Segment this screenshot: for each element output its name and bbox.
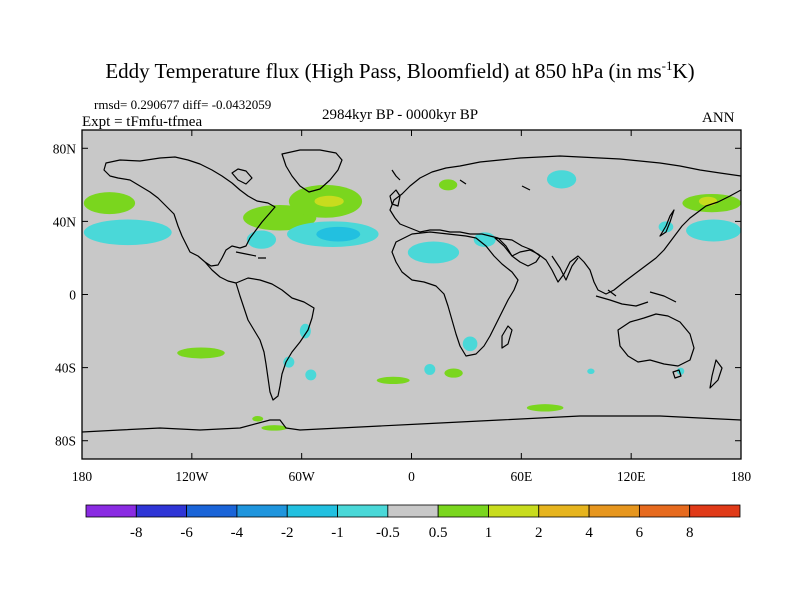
colorbar-label: -8: [130, 525, 143, 541]
rmsd-diff-stats: rmsd= 0.290677 diff= -0.0432059: [94, 97, 272, 112]
coast-uk: [389, 189, 401, 207]
experiment-label: Expt = tFmfu-tfmea: [82, 114, 203, 130]
colorbar-swatch: [135, 504, 188, 518]
colorbar-swatch: [387, 504, 439, 518]
coast-antarctica: [82, 415, 741, 433]
coast-hudson-bay: [231, 168, 253, 185]
colorbar-label: 0.5: [429, 525, 448, 541]
colorbar-label: 6: [636, 525, 644, 541]
colorbar-swatch: [85, 504, 137, 518]
y-tick-label: 80S: [55, 434, 76, 449]
colorbar-label: 8: [686, 525, 694, 541]
y-tick-label: 40S: [55, 361, 76, 376]
colorbar-swatch: [236, 504, 288, 518]
x-tick-label: 120W: [175, 469, 208, 484]
x-tick-label: 180: [731, 469, 752, 484]
coast-south-america: [235, 277, 315, 401]
colorbar-label: -4: [231, 525, 244, 541]
coast-central-america: [204, 261, 237, 284]
y-tick-label: 0: [69, 288, 76, 303]
colorbar-label: -1: [331, 525, 344, 541]
colorbar-swatch: [689, 504, 741, 518]
colorbar-label: 4: [585, 525, 593, 541]
region-west-atlantic-negative: [246, 230, 277, 249]
region-southern-ocean-positive: [526, 404, 564, 412]
axes: 180 120W 60W 0 60E 120E 180 80N 40N 0 40S 80S: [53, 130, 752, 484]
coast-greenland: [281, 149, 343, 193]
colorbar-label: 1: [485, 525, 493, 541]
region-north-africa-negative: [407, 241, 460, 264]
coast-arabia: [494, 237, 541, 267]
coast-tasmania: [672, 369, 682, 379]
region-south-indian-small-negative: [587, 368, 595, 375]
region-south-africa-negative: [462, 336, 478, 352]
region-north-west-pacific-negative: [686, 219, 741, 242]
colorbar-swatch: [286, 504, 338, 518]
coast-north-america: [103, 156, 276, 267]
chart-title: Eddy Temperature flux (High Pass, Bloomf…: [105, 58, 695, 83]
region-antarctic-peninsula-positive: [261, 425, 288, 431]
coast-japan: [659, 209, 675, 237]
x-tick-label: 180: [72, 469, 93, 484]
colorbar-swatch: [337, 504, 389, 518]
colorbar-label: -0.5: [376, 525, 400, 541]
region-north-atlantic-negative-core: [316, 226, 361, 242]
region-north-russia-negative: [546, 170, 577, 189]
coast-africa: [391, 231, 519, 357]
coast-australia: [617, 313, 695, 367]
region-south-atlantic-positive: [376, 376, 410, 385]
colorbar-swatch: [488, 504, 540, 518]
colorbar: -8 -6 -4 -2 -1 -0.5 0.5 1 2 4 6 8: [85, 504, 741, 541]
plot-background: [82, 130, 741, 459]
coastlines: [82, 149, 741, 433]
region-argentina-negative: [305, 369, 317, 381]
region-scandinavia-positive: [438, 179, 458, 191]
coast-india: [551, 255, 579, 281]
region-south-indian-negative: [424, 363, 436, 375]
coast-caribbean: [235, 251, 266, 259]
colorbar-swatch: [437, 504, 489, 518]
period-label: 2984kyr BP - 0000kyr BP: [322, 107, 479, 123]
coast-new-zealand: [709, 359, 723, 389]
coast-madagascar: [501, 325, 513, 349]
x-tick-label: 60W: [289, 469, 316, 484]
colorbar-swatch: [538, 504, 590, 518]
colorbar-label: -6: [180, 525, 193, 541]
region-south-indian-positive: [444, 368, 463, 378]
region-north-west-pacific-positive-core: [698, 196, 718, 206]
colorbar-label: -2: [281, 525, 294, 541]
colorbar-swatch: [588, 504, 640, 518]
region-australia-south-negative: [676, 367, 685, 375]
coast-sea-islands: [391, 169, 531, 191]
region-south-pacific-positive: [177, 347, 225, 359]
region-south-pacific-small-positive: [252, 416, 264, 422]
colorbar-label: 2: [535, 525, 543, 541]
season-label: ANN: [702, 110, 735, 126]
x-tick-label: 120E: [617, 469, 646, 484]
colorbar-swatch: [186, 504, 238, 518]
region-north-pacific-negative: [83, 219, 172, 246]
region-south-america-negative: [299, 323, 311, 339]
x-tick-label: 60E: [510, 469, 532, 484]
region-south-pacific-negative: [283, 356, 295, 368]
colorbar-swatch: [638, 504, 691, 518]
y-tick-label: 40N: [53, 214, 77, 229]
y-tick-label: 80N: [53, 141, 77, 156]
x-tick-label: 0: [408, 469, 415, 484]
coast-indonesia: [595, 289, 677, 307]
region-north-pacific-west-positive: [83, 192, 136, 215]
region-north-atlantic-positive-core: [314, 195, 344, 207]
